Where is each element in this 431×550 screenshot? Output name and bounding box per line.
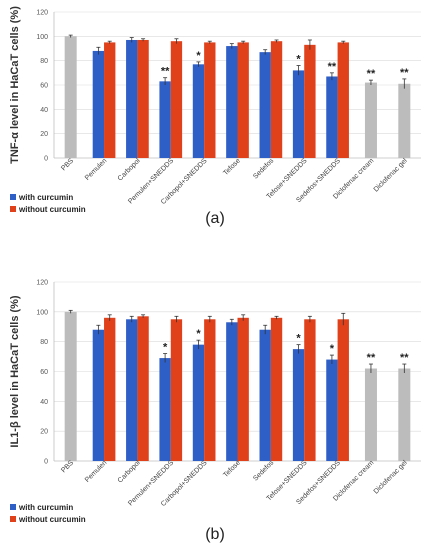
y-tick-label: 80 xyxy=(40,58,48,65)
bar-with-curcumin xyxy=(159,358,171,461)
x-category-label: Sedefos xyxy=(252,157,275,180)
y-tick-label: 100 xyxy=(36,309,48,316)
significance-mark: * xyxy=(296,54,301,66)
bar-with-curcumin xyxy=(326,359,338,461)
significance-mark: ** xyxy=(400,67,409,79)
significance-mark: ** xyxy=(400,352,409,364)
bar-without-curcumin xyxy=(137,39,149,158)
y-tick-label: 40 xyxy=(40,399,48,406)
significance-mark: * xyxy=(163,342,168,354)
y-tick-label: 60 xyxy=(40,369,48,376)
bar-with-curcumin xyxy=(226,322,238,461)
bar-without-curcumin xyxy=(337,42,349,158)
bar-with-curcumin xyxy=(126,39,138,158)
x-category-label: Pemulen xyxy=(84,157,109,182)
y-tick-label: 120 xyxy=(36,10,48,17)
bar-with-curcumin xyxy=(192,344,205,461)
bar-without-curcumin xyxy=(104,317,116,461)
bar-reference xyxy=(364,368,377,461)
y-axis-title: IL1-β level in HaCaT cells (%) xyxy=(9,295,21,448)
bar-without-curcumin xyxy=(270,317,283,461)
significance-mark: * xyxy=(196,328,201,340)
bar-with-curcumin xyxy=(259,329,271,461)
significance-mark: * xyxy=(296,333,301,345)
bar-without-curcumin xyxy=(237,317,249,461)
x-category-label: PBS xyxy=(60,459,75,474)
bar-without-curcumin xyxy=(237,42,249,158)
x-category-label: Tefose xyxy=(222,459,242,479)
legend-label-with-curcumin: with curcumin xyxy=(18,193,73,202)
y-tick-label: 20 xyxy=(40,131,48,138)
bar-with-curcumin xyxy=(226,46,238,158)
x-category-label: Diclofenac gel xyxy=(373,459,409,495)
y-tick-label: 20 xyxy=(40,429,48,436)
legend-label-without-curcumin: without curcumin xyxy=(18,205,86,214)
panel-tag: (b) xyxy=(205,526,225,543)
y-tick-label: 120 xyxy=(36,280,48,287)
y-tick-label: 100 xyxy=(36,34,48,41)
significance-mark: ** xyxy=(161,66,170,78)
y-tick-label: 0 xyxy=(44,459,48,466)
significance-mark: * xyxy=(196,50,201,62)
bar-with-curcumin xyxy=(192,64,205,158)
x-category-label: Carbopol xyxy=(117,157,142,182)
x-category-label: Diclofenac gel xyxy=(373,157,409,193)
panel-tag: (a) xyxy=(205,210,225,227)
chart-panel-a: 0 20 40 60 80 100 120 TNF-α level in HaCaT cell… xyxy=(9,6,421,227)
x-category-label: PBS xyxy=(60,157,75,172)
legend-swatch-without-curcumin xyxy=(10,516,16,522)
bar-without-curcumin xyxy=(204,319,216,461)
x-category-label: Carbopol xyxy=(117,459,142,484)
significance-mark: ** xyxy=(328,61,337,73)
bar-reference xyxy=(64,311,77,461)
bar-without-curcumin xyxy=(137,316,149,461)
bar-with-curcumin xyxy=(259,52,271,158)
bar-reference xyxy=(364,82,377,158)
bar-with-curcumin xyxy=(292,70,305,158)
x-category-label: Pemulen xyxy=(84,459,109,484)
significance-mark: * xyxy=(330,343,335,355)
bar-with-curcumin xyxy=(92,329,105,461)
y-tick-label: 80 xyxy=(40,339,48,346)
bar-with-curcumin xyxy=(126,319,138,461)
y-tick-label: 0 xyxy=(44,156,48,163)
legend-swatch-without-curcumin xyxy=(10,206,16,212)
chart-panel-b: 0 20 40 60 80 100 120 IL1-β level in HaCaT cell… xyxy=(9,280,421,543)
bar-without-curcumin xyxy=(304,319,316,461)
bar-without-curcumin xyxy=(337,319,349,461)
bar-reference xyxy=(398,368,411,461)
bar-reference xyxy=(398,83,411,158)
legend-label-without-curcumin: without curcumin xyxy=(18,515,86,524)
bar-without-curcumin xyxy=(170,41,183,159)
y-tick-label: 40 xyxy=(40,107,48,114)
significance-mark: ** xyxy=(367,352,376,364)
legend-swatch-with-curcumin xyxy=(10,194,16,200)
bar-without-curcumin xyxy=(270,41,283,159)
bar-with-curcumin xyxy=(92,50,105,158)
bar-without-curcumin xyxy=(304,44,316,158)
bar-with-curcumin xyxy=(326,76,338,158)
bar-reference xyxy=(64,36,77,159)
bar-with-curcumin xyxy=(292,349,305,461)
bar-without-curcumin xyxy=(104,42,116,158)
x-category-label: Tefose xyxy=(222,157,242,177)
bar-with-curcumin xyxy=(159,81,171,158)
legend-label-with-curcumin: with curcumin xyxy=(18,503,73,512)
y-axis-title: TNF-α level in HaCaT cells (%) xyxy=(9,6,21,164)
x-category-label: Sedefos xyxy=(252,459,275,482)
y-tick-label: 60 xyxy=(40,83,48,90)
legend-swatch-with-curcumin xyxy=(10,504,16,510)
significance-mark: ** xyxy=(367,68,376,80)
bar-without-curcumin xyxy=(170,319,183,461)
bar-without-curcumin xyxy=(204,42,216,158)
